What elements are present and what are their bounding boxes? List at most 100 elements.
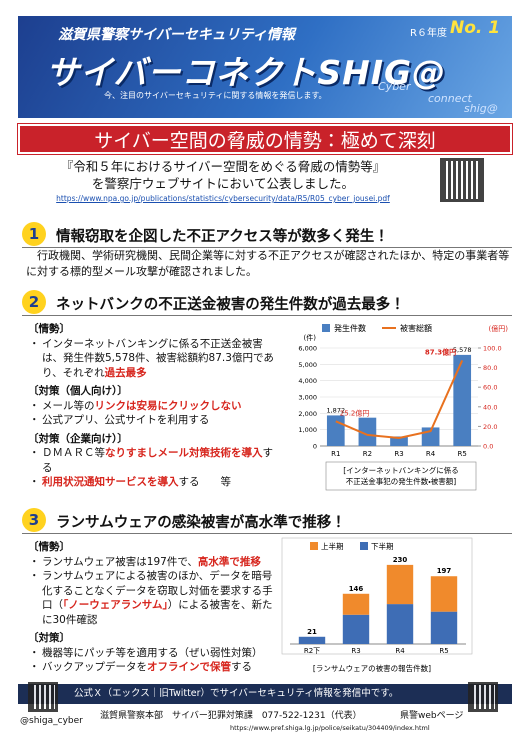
bar-segment [298,636,326,644]
heading: 情報窃取を企図した不正アクセス等が数多く発生！ [56,229,389,245]
account: @shiga_cyber [20,716,83,726]
y-tick-label: 4,000 [298,377,317,385]
x-tick-label: R5 [458,450,467,458]
data-label: 1,872 [326,406,345,414]
text-run: オフラインで保管 [147,661,231,673]
url: https://www.pref.shiga.lg.jp/police/seik… [230,724,430,732]
x-tick-label: R3 [394,450,403,458]
bar [453,354,472,446]
text-run: 「ノーウェアランサム」 [63,599,168,611]
intro-line: を警察庁ウェブサイトにおいて公表しました。 [91,176,355,191]
banner: サイバー空間の脅威の情勢：極めて深刻 [17,123,513,155]
text-run: 利用状況通知サービスを導入 [42,476,179,488]
text-run: する [231,661,252,673]
chart: 発生件数 被害総額 (件) (億円) 0 1,000 2,000 3,000 4,000 5,00… [298,323,509,491]
section-heading: 3 ランサムウェアの感染被害が高水準で推移！ [22,508,512,534]
heading: ランサムウェアの感染被害が高水準で推移！ [56,515,346,531]
axis-unit: (件) [304,333,317,342]
list-item: 利用状況通知サービスを導入する 等 [29,475,278,490]
bar-segment [342,614,370,644]
caption: [ランサムウェアの被害の報告件数] [313,663,431,673]
text-run: なりすましメール対策技術を導入 [105,447,263,459]
bar [358,417,377,446]
data-label: 87.3億円 [425,347,456,356]
x-tick-label: R2 [363,450,372,458]
intro-line: 『令和５年におけるサイバー空間をめぐる脅威の情勢等』 [60,159,386,174]
list-item: ランサムウェアによる被害のほか、データを暗号化することなくデータを窃取し対価を要… [29,569,278,627]
section-text: 〔情勢〕ランサムウェア被害は197件で、高水準で推移ランサムウェアによる被害のほ… [28,540,278,675]
text-run: インターネットバンキングに係る不正送金被害は、発生件数5,578件、被害総額約8… [42,337,274,379]
list-item: 公式アプリ、公式サイトを利用する [29,413,278,428]
text-run: メール等の [42,399,95,412]
section-heading: 2 ネットバンクの不正送金被害の発生件数が過去最多！ [22,290,512,316]
deco: connect [428,92,472,105]
list-item: メール等のリンクは安易にクリックしない [29,399,278,414]
list-item: 機器等にパッチ等を適用する（ぜい弱性対策） [29,646,278,661]
deco: shig@ [464,102,498,115]
x-tick-label: R4 [395,647,405,655]
y2-tick-label: 80.0 [483,364,497,372]
link[interactable]: https://www.npa.go.jp/publications/stati… [56,194,390,203]
y2-tick-label: 20.0 [483,423,497,431]
section-number: 2 [22,290,46,314]
data-label: 5,578 [453,346,472,354]
block-label: 〔情勢〕 [28,541,70,553]
axis-unit: (億円) [489,324,509,333]
text-run: バックアップデータを [42,661,147,673]
list-item: ランサムウェア被害は197件で、高水準で推移 [29,555,278,570]
chart: 上半期 下半期 R2下 21 R3 146 R4 230 R5 197 [ランサムウェアの被害の報告… [281,537,473,673]
text-run: ランサムウェア被害は197件で、 [42,555,198,568]
text-run: ランサムウェアによる被害のほか、データを暗号化することなくデータを窃取し対価を要… [42,570,273,611]
list-item: ＤＭＡＲＣ等なりすましメール対策技術を導入する [29,446,278,475]
text-run: 機器等にパッチ等を適用する（ぜい弱性対策） [42,646,263,659]
line [335,360,464,439]
y2-tick-label: 60.0 [483,384,497,392]
legend-label: 発生件数 [334,323,366,333]
y2-tick-label: 100.0 [483,345,502,353]
legend-swatch [322,324,330,332]
bar-segment [386,604,414,644]
heading: ネットバンクの不正送金被害の発生件数が過去最多！ [56,297,405,313]
text-run: ＤＭＡＲＣ等 [42,447,105,459]
bar-segment [430,611,458,644]
legend-swatch [310,542,318,550]
x-tick-label: R2下 [304,647,320,655]
text-run: 高水準で推移 [197,555,261,568]
block-label: 〔情勢〕 [28,323,70,335]
footer-bar: 公式Ｘ（エックス｜旧Twitter）でサイバーセキュリティ情報を発信中です。 [18,684,512,704]
org: 滋賀県警察本部 サイバー犯罪対策課 077-522-1231（代表） [100,711,362,721]
text-run: ）による被害を、新たに30件確認 [42,599,273,626]
org: 滋賀県警察サイバーセキュリティ情報 [58,27,295,43]
total-label: 146 [349,585,364,593]
block-label: 〔対策（企業向け）〕 [28,432,128,445]
block-label: 〔対策〕 [28,632,70,644]
caption-frame [325,461,477,491]
data-label: 25.2億円 [340,408,370,417]
issue: R６年度 [410,28,447,39]
total-label: 230 [393,556,408,564]
list-item: バックアップデータをオフラインで保管する [29,660,278,675]
list: ＤＭＡＲＣ等なりすましメール対策技術を導入する利用状況通知サービスを導入する 等 [28,446,278,490]
bar [390,436,408,446]
list: ランサムウェア被害は197件で、高水準で推移ランサムウェアによる被害のほか、デー… [28,555,278,628]
body: 行政機関、学術研究機関、民間企業等に対する不正アクセスが確認されたほか、特定の事… [26,249,510,278]
intro: 『令和５年におけるサイバー空間をめぐる脅威の情勢等』 を警察庁ウェブサイトにおい… [18,158,428,206]
y-tick-label: 1,000 [298,426,317,434]
list: インターネットバンキングに係る不正送金被害は、発生件数5,578件、被害総額約8… [28,337,278,381]
header: 滋賀県警察サイバーセキュリティ情報 R６年度 No. 1 サイバーコネクトSHI… [18,16,512,118]
issue-number: No. 1 [450,18,501,38]
section-number: 3 [22,508,46,532]
text-run: する 等 [178,476,232,488]
x-tick-label: R1 [331,450,340,458]
y-tick-label: 5,000 [298,361,317,369]
section-text: 〔情勢〕インターネットバンキングに係る不正送金被害は、発生件数5,578件、被害… [28,322,278,490]
y-tick-label: 0 [313,443,317,451]
text-run: する [42,447,273,474]
y-tick-label: 2,000 [298,410,317,418]
bar-segment [342,593,370,615]
legend-label: 被害総額 [400,323,432,333]
text-run: 過去最多 [104,366,147,379]
text-run: 公式アプリ、公式サイトを利用する [42,414,210,426]
qr-code [28,682,58,712]
